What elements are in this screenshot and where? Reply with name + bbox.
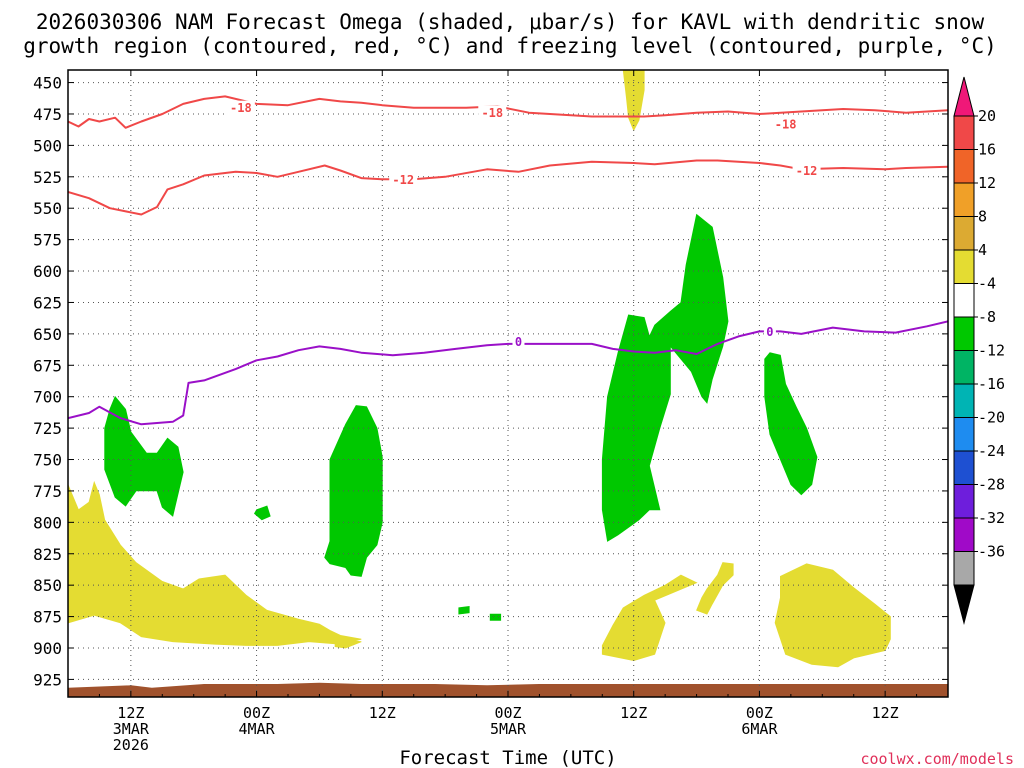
y-tick-label-825: 825 [33,545,62,564]
colorbar-label-3: 8 [978,208,987,226]
colorbar-segment-6 [953,316,975,351]
colorbar-segment-0 [953,115,975,150]
contour-label-0-0: -18 [230,101,252,115]
shaded-region-1 [68,480,362,646]
y-tick-label-500: 500 [33,136,62,155]
colorbar-label-11: -28 [978,476,1005,494]
y-axis-ticks: 450 475 500 525 550 575 600 625 650 675 700 725 750 7… [33,74,948,689]
contour-label-bg-1-0 [389,172,418,187]
y-tick-label-900: 900 [33,639,62,658]
colorbar-label-12: -32 [978,509,1005,527]
x-tick-label-30-1: 12Z [369,704,396,722]
shaded-region-2 [334,638,362,649]
y-tick-label-625: 625 [33,293,62,312]
contour-label-bg-0-1 [478,105,507,120]
x-tick-label-78-1: 12Z [872,704,899,722]
contour-label-1-0: -12 [392,173,414,187]
y-tick-label-475: 475 [33,105,62,124]
colorbar-label-8: -16 [978,375,1005,393]
contour-line-2 [68,320,948,426]
y-tick-label-925: 925 [33,670,62,689]
x-tick-label-18-1: 00Z [243,704,270,722]
colorbar-label-2: 12 [978,174,996,192]
colorbar-segment-2 [953,182,975,217]
colorbar-segment-5 [953,283,975,318]
y-tick-label-700: 700 [33,388,62,407]
shaded-region-9 [458,606,470,615]
y-tick-label-775: 775 [33,482,62,501]
x-tick-label-18-2: 4MAR [239,720,276,738]
contour-line-0 [68,95,948,129]
colorbar-label-9: -20 [978,409,1005,427]
contour-label-2-0: 0 [515,335,522,349]
colorbar-label-0: 20 [978,107,996,125]
shaded-region-4 [696,562,734,615]
temperature-contours: -18 -18 -18 -12 -12 0 0 [68,95,948,426]
colorbar-label-7: -12 [978,342,1005,360]
x-tick-label-42-1: 00Z [494,704,521,722]
colorbar-label-13: -36 [978,543,1005,561]
chart-title-line-2: growth region (contoured, red, °C) and f… [23,34,997,58]
shaded-region-7 [253,505,271,521]
y-tick-label-675: 675 [33,356,62,375]
x-tick-label-6-1: 12Z [117,704,144,722]
y-tick-label-725: 725 [33,419,62,438]
colorbar-label-4: 4 [978,241,987,259]
x-tick-label-6-3: 2026 [113,736,149,754]
x-tick-label-6-2: 3MAR [113,720,150,738]
x-tick-label-66-1: 00Z [746,704,773,722]
contour-label-bg-0-0 [226,100,255,115]
colorbar-segment-9 [953,417,975,452]
contour-label-0-2: -18 [775,118,797,132]
colorbar-segment-11 [953,484,975,519]
colorbar-segment-1 [953,149,975,184]
x-tick-label-42-2: 5MAR [490,720,527,738]
y-tick-label-525: 525 [33,168,62,187]
grid-lines [68,70,948,697]
chart-title-line-1: 2026030306 NAM Forecast Omega (shaded, μ… [36,10,985,34]
y-tick-label-800: 800 [33,513,62,532]
colorbar-label-10: -24 [978,442,1005,460]
omega-shaded-regions [68,70,948,697]
credit-text: coolwx.com/models [860,750,1014,768]
x-tick-label-54-1: 12Z [620,704,647,722]
y-tick-label-875: 875 [33,608,62,627]
contour-label-0-1: -18 [481,106,503,120]
y-tick-label-650: 650 [33,325,62,344]
shaded-region-3 [601,574,698,662]
shaded-region-10 [489,613,502,621]
y-tick-label-750: 750 [33,451,62,470]
contour-label-2-1: 0 [766,325,773,339]
x-axis-title: Forecast Time (UTC) [399,747,616,768]
colorbar-segment-4 [953,249,975,284]
colorbar-label-5: -4 [978,275,996,293]
contour-label-1-1: -12 [796,164,818,178]
colorbar-label-6: -8 [978,308,996,326]
colorbar-bottom-arrow [953,584,975,625]
colorbar-segment-8 [953,383,975,418]
contour-label-bg-0-2 [771,117,800,132]
colorbar-label-1: 16 [978,141,996,159]
contour-label-bg-2-1 [763,324,776,339]
y-tick-label-850: 850 [33,576,62,595]
contour-label-bg-2-0 [512,334,525,349]
y-tick-label-450: 450 [33,74,62,93]
colorbar-segment-10 [953,450,975,485]
colorbar-segment-3 [953,216,975,251]
x-tick-label-66-2: 6MAR [741,720,778,738]
y-tick-label-600: 600 [33,262,62,281]
colorbar-segment-12 [953,517,975,552]
shaded-region-6 [104,395,184,517]
colorbar-segment-13 [953,551,975,586]
y-tick-label-550: 550 [33,199,62,218]
colorbar: 20 16 12 8 4 -4 -8 -12 -16 -20 -24 -28 -32 -36 [953,76,1005,625]
colorbar-top-arrow [953,76,975,117]
contour-label-bg-1-1 [792,163,821,178]
y-tick-label-575: 575 [33,231,62,250]
colorbar-segment-7 [953,350,975,385]
